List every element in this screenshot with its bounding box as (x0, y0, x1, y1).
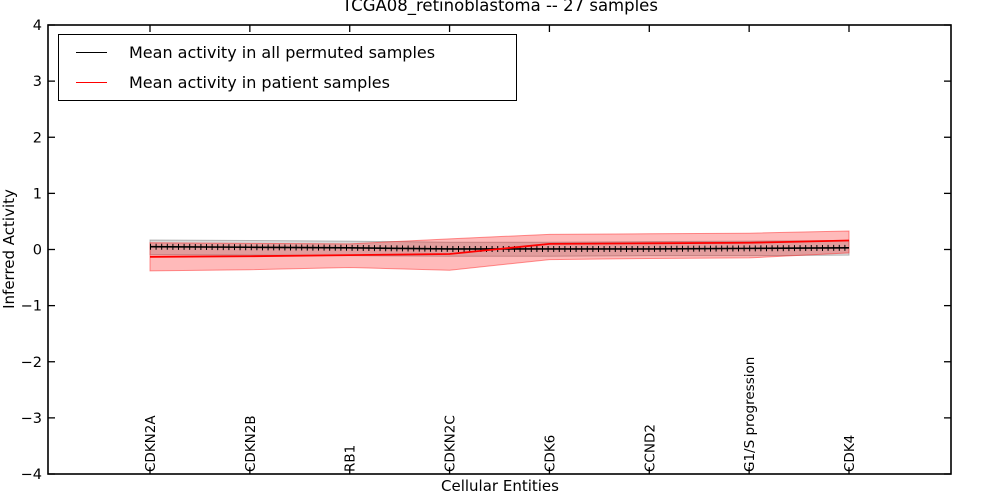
svg-text:4: 4 (33, 18, 42, 34)
svg-text:0: 0 (33, 243, 42, 259)
svg-text:CDKN2C: CDKN2C (443, 415, 459, 472)
svg-text:CDKN2B: CDKN2B (243, 415, 259, 472)
svg-text:CDK4: CDK4 (842, 435, 858, 472)
svg-text:G1/S progression: G1/S progression (742, 357, 758, 472)
chart-title: TCGA08_retinoblastoma -- 27 samples (342, 0, 658, 15)
svg-text:−3: −3 (21, 411, 42, 427)
y-tick-labels: 4 3 2 1 0 −1 −2 −3 −4 (21, 18, 42, 483)
legend: Mean activity in all permuted samples Me… (58, 34, 517, 101)
svg-text:−2: −2 (21, 355, 42, 371)
legend-entry-patient: Mean activity in patient samples (76, 67, 516, 97)
legend-line-black-icon (76, 51, 107, 53)
axis-ticks (48, 24, 951, 475)
svg-text:CDK6: CDK6 (542, 435, 558, 472)
legend-label-patient: Mean activity in patient samples (129, 72, 390, 92)
svg-text:2: 2 (33, 130, 42, 146)
legend-line-red-icon (76, 81, 107, 83)
x-tick-labels: CDKN2A CDKN2B RB1 CDKN2C CDK6 CCND2 G1/S progr… (143, 357, 858, 472)
svg-text:−1: −1 (21, 299, 42, 315)
svg-text:CDKN2A: CDKN2A (143, 415, 159, 472)
legend-label-permuted: Mean activity in all permuted samples (129, 42, 436, 62)
line-patient-mean (149, 239, 850, 258)
svg-text:1: 1 (33, 186, 42, 202)
x-axis-label: Cellular Entities (441, 477, 559, 495)
band-patient (149, 230, 850, 272)
svg-text:3: 3 (33, 74, 42, 90)
legend-entry-permuted: Mean activity in all permuted samples (76, 37, 516, 67)
svg-text:CCND2: CCND2 (642, 424, 658, 472)
svg-text:−4: −4 (21, 467, 42, 483)
svg-text:RB1: RB1 (343, 445, 359, 472)
